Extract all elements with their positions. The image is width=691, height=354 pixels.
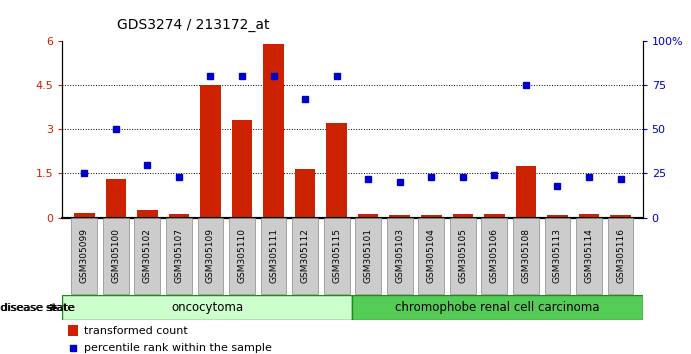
FancyBboxPatch shape <box>292 218 318 294</box>
Text: GSM305107: GSM305107 <box>174 228 183 283</box>
Text: disease state: disease state <box>0 303 74 313</box>
Bar <box>579 214 599 218</box>
Bar <box>169 214 189 218</box>
FancyBboxPatch shape <box>513 218 539 294</box>
FancyBboxPatch shape <box>387 218 413 294</box>
Bar <box>484 214 504 218</box>
Text: GSM305099: GSM305099 <box>79 228 88 283</box>
FancyBboxPatch shape <box>323 218 350 294</box>
Text: GSM305114: GSM305114 <box>585 228 594 283</box>
Bar <box>68 325 79 336</box>
Text: GSM305112: GSM305112 <box>301 228 310 283</box>
FancyBboxPatch shape <box>355 218 381 294</box>
FancyBboxPatch shape <box>607 218 634 294</box>
Bar <box>74 213 95 218</box>
Bar <box>295 169 315 218</box>
Bar <box>515 166 536 218</box>
Text: GSM305109: GSM305109 <box>206 228 215 283</box>
Text: GDS3274 / 213172_at: GDS3274 / 213172_at <box>117 18 269 32</box>
Text: GSM305116: GSM305116 <box>616 228 625 283</box>
FancyBboxPatch shape <box>71 218 97 294</box>
Text: GSM305113: GSM305113 <box>553 228 562 283</box>
FancyBboxPatch shape <box>166 218 192 294</box>
FancyBboxPatch shape <box>62 295 352 320</box>
FancyBboxPatch shape <box>352 295 643 320</box>
Text: oncocytoma: oncocytoma <box>171 301 243 314</box>
FancyBboxPatch shape <box>418 218 444 294</box>
Text: transformed count: transformed count <box>84 326 188 336</box>
Bar <box>453 214 473 218</box>
FancyBboxPatch shape <box>198 218 223 294</box>
Text: GSM305104: GSM305104 <box>427 228 436 283</box>
FancyBboxPatch shape <box>261 218 287 294</box>
Bar <box>231 120 252 218</box>
FancyBboxPatch shape <box>450 218 475 294</box>
Text: GSM305106: GSM305106 <box>490 228 499 283</box>
Text: GSM305105: GSM305105 <box>458 228 467 283</box>
Bar <box>358 214 379 218</box>
Text: chromophobe renal cell carcinoma: chromophobe renal cell carcinoma <box>395 301 600 314</box>
Bar <box>610 215 631 218</box>
Text: disease state: disease state <box>1 303 75 313</box>
Text: percentile rank within the sample: percentile rank within the sample <box>84 343 272 353</box>
Bar <box>421 215 442 218</box>
Text: GSM305111: GSM305111 <box>269 228 278 283</box>
Bar <box>390 215 410 218</box>
Text: GSM305108: GSM305108 <box>522 228 531 283</box>
Text: GSM305101: GSM305101 <box>363 228 372 283</box>
Bar <box>106 179 126 218</box>
Text: GSM305102: GSM305102 <box>143 228 152 283</box>
FancyBboxPatch shape <box>103 218 129 294</box>
Bar <box>137 210 158 218</box>
FancyBboxPatch shape <box>229 218 255 294</box>
Bar <box>326 123 347 218</box>
FancyBboxPatch shape <box>135 218 160 294</box>
Text: GSM305103: GSM305103 <box>395 228 404 283</box>
FancyBboxPatch shape <box>576 218 602 294</box>
Text: GSM305115: GSM305115 <box>332 228 341 283</box>
Text: GSM305100: GSM305100 <box>111 228 120 283</box>
Bar <box>263 44 284 218</box>
FancyBboxPatch shape <box>545 218 570 294</box>
FancyBboxPatch shape <box>482 218 507 294</box>
Bar <box>547 215 568 218</box>
Bar <box>200 85 220 218</box>
Text: GSM305110: GSM305110 <box>238 228 247 283</box>
